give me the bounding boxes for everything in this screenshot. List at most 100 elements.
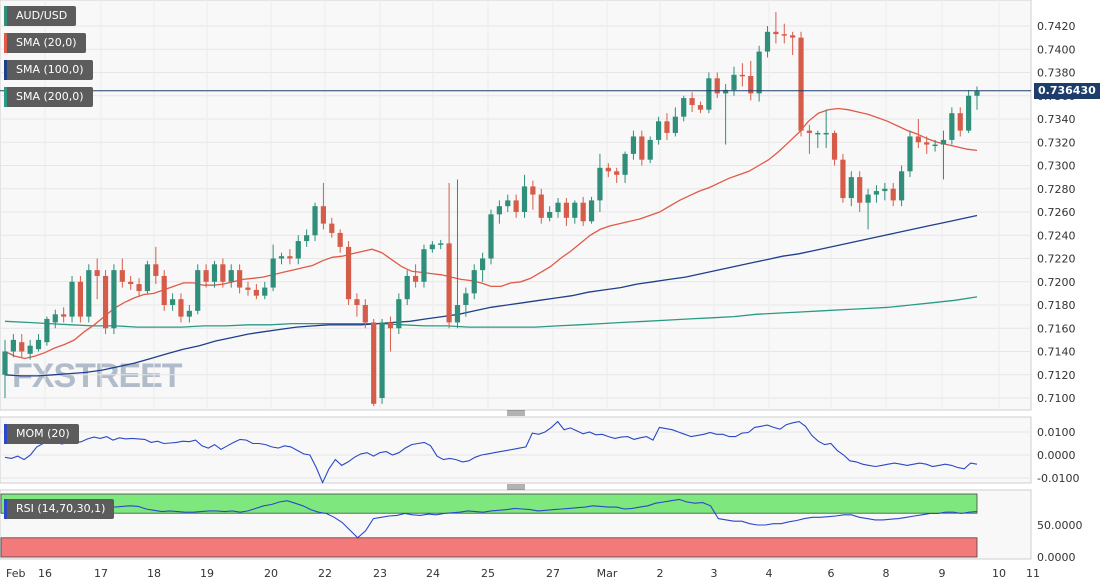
legend-mom-label: MOM (20) [16,427,70,440]
candle-body [220,264,226,282]
time-tick-label: 6 [828,567,835,580]
candle-body [454,305,461,323]
price-axis: 0.7100 0.7120 0.7140 0.7160 0.7180 0.7200 0.72… [1037,20,1083,564]
time-tick-label: 24 [426,567,440,580]
price-tick-label: 0.7220 [1037,253,1076,266]
candle-body [530,186,536,195]
panel-splitter-1[interactable] [507,410,525,416]
candle-body [974,91,980,96]
rsi-oversold-zone [0,537,978,558]
candle-body [320,206,327,224]
candle-body [169,299,176,305]
candle-body [555,202,561,212]
sma200-color-marker [4,87,7,107]
candle-body [396,299,402,329]
candle-body [262,287,268,296]
candle-body [19,342,25,352]
mom-color-marker [4,424,7,444]
time-tick-label: 18 [147,567,161,580]
candle-body [387,322,394,329]
candle-body [890,188,896,201]
candle-body [362,305,368,323]
candle-body [672,116,678,133]
time-tick-label: 11 [1026,567,1040,580]
rsi-bands [0,493,978,558]
candle-body [932,144,938,147]
candle-body [748,75,754,94]
candle-body [798,37,804,131]
candle-body [756,51,762,94]
price-tick-label: 0.7300 [1037,160,1076,173]
candle-body [706,78,712,110]
indicator-lines [4,420,978,539]
mom-line [4,420,978,484]
candle-body [312,206,318,236]
candle-body [831,132,838,160]
candle-body [144,264,151,292]
rsi-tick-label: 50.0000 [1037,519,1083,532]
candle-body [329,223,335,233]
candle-body [153,264,159,276]
candle-body [547,212,553,218]
candle-body [840,159,846,199]
legend-sma100-label: SMA (100,0) [16,63,84,76]
mom-tick-label: 0.0000 [1037,449,1076,462]
rsi-tick-label: 0.0000 [1037,551,1076,564]
legend-mom[interactable]: MOM (20) [4,424,79,444]
panel-splitter-2[interactable] [507,484,525,490]
candle-body [689,98,695,106]
candle-body [429,244,435,250]
time-tick-label: 16 [38,567,52,580]
legend-sma100[interactable]: SMA (100,0) [4,60,93,80]
candle-body [496,206,502,215]
candle-body [572,202,578,218]
time-tick-label: 22 [318,567,332,580]
time-tick-label: 2 [657,567,664,580]
candle-body [253,289,259,296]
time-tick-label: 4 [766,567,773,580]
price-tick-label: 0.7100 [1037,392,1076,405]
price-tick-label: 0.7280 [1037,183,1076,196]
candle-body [681,98,687,117]
candle-body [622,153,628,175]
candle-body [77,281,84,317]
legend-sma20[interactable]: SMA (20,0) [4,33,86,53]
legend-pair[interactable]: AUD/USD [4,6,77,26]
candle-body [404,275,410,300]
candle-body [128,281,134,285]
candle-body [848,177,854,199]
candle-body [505,200,511,207]
candle-body [949,113,955,140]
legend-sma200[interactable]: SMA (200,0) [4,87,93,107]
legend-pair-label: AUD/USD [16,9,68,22]
candle-body [203,270,209,282]
candlesticks [2,12,980,407]
price-tick-label: 0.7320 [1037,136,1076,149]
candle-body [773,31,779,35]
legend-rsi[interactable]: RSI (14,70,30,1) [4,499,115,519]
legend-sma200-label: SMA (200,0) [16,90,84,103]
candle-body [563,202,570,218]
price-tick-label: 0.7380 [1037,67,1076,80]
candle-body [178,299,184,317]
candle-body [538,194,544,218]
sma200-line [4,296,978,328]
candle-body [438,243,444,245]
candle-body [639,136,645,160]
grid-lines [0,0,1031,479]
rsi-line [5,498,978,539]
candle-body [446,243,452,323]
rsi-color-marker [4,499,7,519]
price-tick-label: 0.7120 [1037,369,1076,382]
candle-body [304,235,310,242]
time-tick-label: Feb [6,567,25,580]
candle-body [295,241,301,259]
candle-body [865,194,871,203]
candle-body [764,31,771,52]
candle-body [228,270,234,282]
price-tick-label: 0.7260 [1037,206,1076,219]
candle-body [664,121,670,133]
mom-tick-label: 0.0100 [1037,426,1076,439]
candle-body [588,200,595,222]
candle-body [245,287,251,290]
